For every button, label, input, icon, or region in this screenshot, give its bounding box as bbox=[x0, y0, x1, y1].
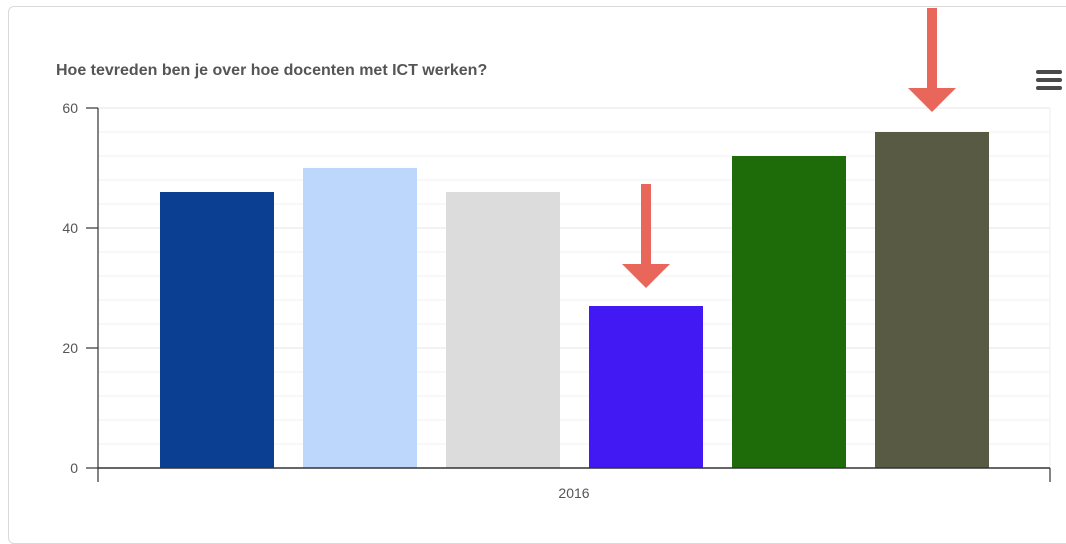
bar-series-4[interactable] bbox=[589, 306, 703, 468]
x-axis-ticks: 2016 bbox=[558, 485, 589, 501]
y-axis-ticks: 0 20 40 60 bbox=[62, 100, 98, 476]
bars bbox=[160, 132, 989, 468]
hamburger-menu-icon[interactable] bbox=[1036, 70, 1062, 94]
y-tick-label: 60 bbox=[62, 100, 78, 116]
bar-series-5[interactable] bbox=[732, 156, 846, 468]
chart-title: Hoe tevreden ben je over hoe docenten me… bbox=[56, 62, 488, 79]
bar-series-3[interactable] bbox=[446, 192, 560, 468]
y-tick-label: 40 bbox=[62, 220, 78, 236]
y-tick-label: 0 bbox=[70, 460, 78, 476]
bar-series-1[interactable] bbox=[160, 192, 274, 468]
axes bbox=[97, 108, 1051, 482]
bar-series-6[interactable] bbox=[875, 132, 989, 468]
y-tick-label: 20 bbox=[62, 340, 78, 356]
x-tick-label: 2016 bbox=[558, 485, 589, 501]
annotation-arrow-icon bbox=[622, 184, 670, 288]
annotation-arrows bbox=[622, 8, 956, 288]
bar-series-2[interactable] bbox=[303, 168, 417, 468]
annotation-arrow-icon bbox=[908, 8, 956, 112]
